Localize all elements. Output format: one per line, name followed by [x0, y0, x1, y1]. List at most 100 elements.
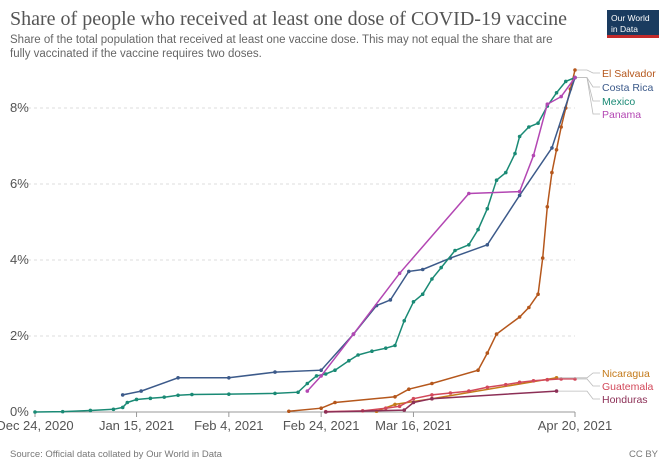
license-link[interactable]: CC BY [628, 449, 658, 460]
data-point[interactable] [430, 277, 434, 281]
series-panama[interactable] [305, 75, 577, 393]
data-point[interactable] [527, 305, 531, 310]
data-point[interactable] [439, 265, 443, 270]
data-point[interactable] [402, 408, 407, 412]
data-point[interactable] [125, 400, 130, 405]
data-point[interactable] [550, 170, 554, 175]
data-point[interactable] [305, 389, 310, 393]
data-point[interactable] [430, 393, 434, 397]
data-point[interactable] [33, 410, 37, 414]
data-point[interactable] [323, 372, 328, 376]
data-point[interactable] [536, 121, 540, 125]
data-point[interactable] [190, 392, 194, 397]
data-point[interactable] [351, 332, 356, 336]
data-point[interactable] [550, 146, 554, 150]
data-point[interactable] [393, 395, 397, 399]
data-point[interactable] [60, 409, 65, 414]
data-point[interactable] [430, 396, 434, 401]
data-point[interactable] [573, 68, 577, 72]
data-point[interactable] [162, 395, 167, 399]
data-point[interactable] [420, 292, 425, 297]
data-point[interactable] [420, 267, 425, 272]
data-point[interactable] [314, 374, 319, 378]
data-point[interactable] [485, 351, 490, 355]
series-line[interactable] [376, 377, 557, 412]
data-point[interactable] [227, 392, 231, 396]
data-point[interactable] [453, 248, 457, 253]
data-point[interactable] [559, 125, 563, 129]
data-point[interactable] [347, 358, 351, 363]
data-point[interactable] [563, 79, 568, 84]
data-point[interactable] [287, 409, 291, 414]
data-point[interactable] [448, 391, 453, 395]
data-point[interactable] [88, 408, 93, 413]
data-point[interactable] [134, 397, 139, 402]
data-point[interactable] [383, 406, 388, 411]
data-point[interactable] [513, 151, 517, 156]
series-line[interactable] [288, 69, 576, 412]
series-line[interactable] [34, 76, 576, 413]
data-point[interactable] [411, 396, 416, 401]
data-point[interactable] [411, 300, 416, 304]
data-point[interactable] [296, 390, 300, 395]
series-costa-rica[interactable] [120, 75, 577, 397]
owid-logo[interactable]: Our World in Data [607, 10, 659, 38]
data-point[interactable] [545, 102, 550, 106]
data-point[interactable] [176, 393, 180, 398]
data-point[interactable] [430, 381, 434, 386]
data-point[interactable] [393, 402, 397, 407]
data-point[interactable] [383, 346, 388, 350]
series-honduras[interactable] [323, 389, 559, 414]
data-point[interactable] [273, 370, 277, 374]
data-point[interactable] [536, 292, 540, 297]
series-el-salvador[interactable] [287, 68, 577, 414]
data-point[interactable] [402, 319, 407, 323]
data-point[interactable] [319, 368, 323, 373]
data-point[interactable] [554, 91, 559, 95]
series-mexico[interactable] [33, 75, 577, 414]
data-point[interactable] [545, 205, 550, 209]
data-point[interactable] [467, 243, 471, 247]
data-point[interactable] [407, 269, 411, 274]
data-point[interactable] [139, 389, 143, 393]
data-point[interactable] [120, 405, 125, 410]
legend-label[interactable]: Nicaragua [602, 368, 650, 380]
legend-label[interactable]: Panama [602, 109, 641, 121]
data-point[interactable] [111, 407, 116, 412]
data-point[interactable] [397, 271, 402, 276]
data-point[interactable] [176, 376, 180, 380]
data-point[interactable] [503, 170, 508, 175]
data-point[interactable] [393, 343, 397, 348]
data-point[interactable] [494, 178, 499, 182]
legend-label[interactable]: El Salvador [602, 68, 656, 80]
data-point[interactable] [517, 134, 522, 139]
legend-label[interactable]: Honduras [602, 394, 648, 406]
data-point[interactable] [148, 396, 153, 401]
series-line[interactable] [122, 77, 576, 396]
data-point[interactable] [467, 389, 471, 393]
data-point[interactable] [559, 94, 563, 99]
data-point[interactable] [531, 153, 536, 158]
data-point[interactable] [517, 189, 522, 194]
data-point[interactable] [517, 380, 522, 385]
data-point[interactable] [485, 206, 490, 211]
data-point[interactable] [227, 376, 231, 380]
data-point[interactable] [545, 377, 550, 382]
data-point[interactable] [517, 315, 522, 319]
data-point[interactable] [305, 381, 310, 386]
data-point[interactable] [397, 404, 402, 409]
data-point[interactable] [531, 379, 536, 383]
data-point[interactable] [573, 75, 577, 80]
data-point[interactable] [388, 298, 393, 302]
series-line[interactable] [306, 77, 576, 392]
data-point[interactable] [527, 125, 531, 129]
data-point[interactable] [467, 191, 471, 196]
data-point[interactable] [407, 387, 411, 392]
data-point[interactable] [319, 374, 323, 378]
data-point[interactable] [411, 400, 416, 405]
data-point[interactable] [273, 391, 277, 396]
data-point[interactable] [356, 353, 360, 357]
data-point[interactable] [485, 243, 490, 247]
legend-label[interactable]: Guatemala [602, 381, 654, 393]
legend-label[interactable]: Mexico [602, 96, 635, 108]
